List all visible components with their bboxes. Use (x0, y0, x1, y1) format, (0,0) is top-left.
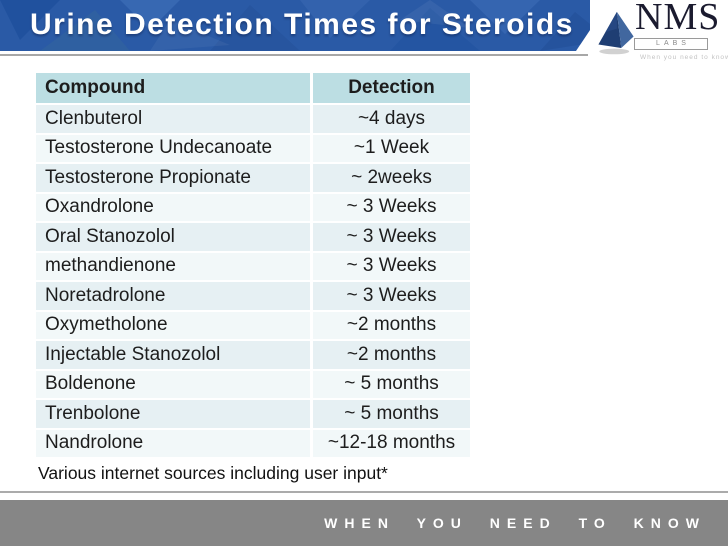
nms-logo: NMS LABS When you need to know (590, 0, 728, 66)
cell-compound: Testosterone Undecanoate (36, 134, 310, 162)
cell-compound: methandienone (36, 252, 310, 280)
footer-rule (0, 491, 728, 493)
cell-detection: ~ 5 months (313, 400, 470, 428)
cell-detection: ~ 3 Weeks (313, 193, 470, 221)
cell-compound: Oxandrolone (36, 193, 310, 221)
cell-compound: Oxymetholone (36, 311, 310, 339)
cell-compound: Trenbolone (36, 400, 310, 428)
footer-tagline: WHEN YOU NEED TO KNOW (324, 515, 706, 531)
cell-detection: ~ 2weeks (313, 164, 470, 192)
cell-detection: ~2 months (313, 341, 470, 369)
header-rule (0, 54, 588, 56)
cell-compound: Clenbuterol (36, 105, 310, 133)
cell-detection: ~ 3 Weeks (313, 223, 470, 251)
detection-table: Compound Detection Clenbuterol ~4 days Tes… (36, 73, 470, 457)
cell-detection: ~1 Week (313, 134, 470, 162)
column-header-compound: Compound (36, 73, 310, 103)
cell-detection: ~2 months (313, 311, 470, 339)
nms-labs-box: LABS (634, 38, 708, 50)
nms-pyramid-icon (598, 11, 634, 55)
cell-detection: ~12-18 months (313, 429, 470, 457)
nms-logo-tagline: When you need to know (640, 54, 728, 61)
cell-detection: ~ 3 Weeks (313, 252, 470, 280)
column-header-detection: Detection (313, 73, 470, 103)
cell-detection: ~4 days (313, 105, 470, 133)
cell-compound: Noretadrolone (36, 282, 310, 310)
page-title: Urine Detection Times for Steroids (30, 8, 574, 41)
cell-detection: ~ 3 Weeks (313, 282, 470, 310)
cell-compound: Nandrolone (36, 429, 310, 457)
cell-compound: Injectable Stanozolol (36, 341, 310, 369)
nms-wordmark: NMS (635, 0, 721, 38)
cell-compound: Oral Stanozolol (36, 223, 310, 251)
cell-compound: Testosterone Propionate (36, 164, 310, 192)
cell-compound: Boldenone (36, 370, 310, 398)
footnote: Various internet sources including user … (38, 463, 388, 483)
footer-bar: WHEN YOU NEED TO KNOW (0, 500, 728, 546)
cell-detection: ~ 5 months (313, 370, 470, 398)
